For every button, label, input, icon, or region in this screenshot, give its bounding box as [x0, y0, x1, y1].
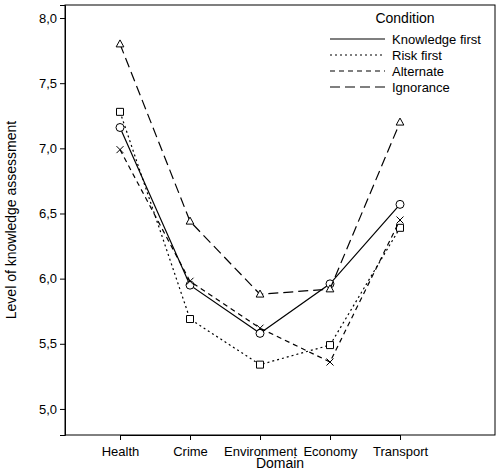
legend-label: Risk first [392, 48, 442, 63]
series-marker [396, 118, 404, 125]
x-tick: Economy [303, 435, 358, 459]
y-tick-mark [60, 344, 65, 345]
x-axis-title: Domain [256, 455, 304, 471]
series-marker [257, 325, 264, 332]
series-marker [186, 217, 194, 224]
x-tick-label: Crime [173, 444, 208, 459]
series-marker [256, 290, 264, 297]
legend-title: Condition [375, 10, 434, 26]
series-line [120, 127, 400, 333]
legend: Condition Knowledge firstRisk firstAltern… [330, 10, 481, 95]
x-tick-label: Health [102, 444, 140, 459]
x-tick: Transport [373, 435, 429, 459]
series-marker [116, 40, 124, 47]
y-tick-label: 7,0 [39, 141, 57, 156]
x-tick: Crime [173, 435, 208, 459]
series-marker [117, 108, 124, 115]
chart: 5,05,56,06,57,07,58,0HealthCrimeEnvironm… [0, 0, 500, 475]
series-marker [117, 146, 124, 153]
x-tick-label: Transport [373, 444, 429, 459]
series-marker [187, 316, 194, 323]
series-marker [327, 342, 334, 349]
y-tick-label: 6,0 [39, 271, 57, 286]
x-tick-mark [120, 435, 121, 440]
x-tick-mark [330, 435, 331, 440]
series-line [120, 150, 400, 362]
series-line [120, 44, 400, 294]
x-tick-label: Economy [303, 444, 358, 459]
y-tick: 6,0 [39, 271, 65, 286]
y-tick: 8,0 [39, 11, 65, 26]
series-marker [326, 285, 334, 292]
x-tick-mark [190, 435, 191, 440]
series-marker [186, 281, 194, 289]
legend-swatch [330, 86, 385, 87]
series-marker [396, 200, 404, 208]
y-tick-label: 6,5 [39, 206, 57, 221]
series-marker [397, 217, 404, 224]
series-marker [327, 359, 334, 366]
x-tick: Health [102, 435, 140, 459]
series-marker [257, 361, 264, 368]
y-tick-mark [60, 148, 65, 149]
legend-label: Alternate [392, 64, 444, 79]
y-axis-title: Level of knowledge assessment [3, 121, 19, 320]
y-tick-mark [60, 279, 65, 280]
y-tick: 7,0 [39, 141, 65, 156]
y-tick-mark [60, 213, 65, 214]
y-tick-mark [60, 409, 65, 410]
y-axis: 5,0 5,5 6,0 6,5 7,0 7,5 8,0 [39, 6, 66, 436]
legend-swatch [330, 54, 385, 55]
y-tick: 5,5 [39, 336, 65, 351]
plot-frame [65, 5, 495, 435]
legend-swatch [330, 38, 385, 39]
y-axis-line [60, 6, 66, 436]
legend-label: Knowledge first [392, 32, 481, 47]
plot-area [116, 40, 404, 368]
y-tick-label: 7,5 [39, 76, 57, 91]
x-tick-mark [400, 435, 401, 440]
y-tick: 7,5 [39, 76, 65, 91]
legend-label: Ignorance [392, 80, 450, 95]
y-tick-label: 5,5 [39, 336, 57, 351]
series-marker [116, 123, 124, 131]
legend-swatch [330, 70, 385, 71]
x-tick-mark [260, 435, 261, 440]
y-tick: 6,5 [39, 206, 65, 221]
y-tick: 5,0 [39, 402, 65, 417]
y-tick-label: 8,0 [39, 11, 57, 26]
x-axis-line [121, 436, 401, 441]
series-marker [187, 278, 194, 285]
y-tick-label: 5,0 [39, 402, 57, 417]
y-tick-mark [60, 18, 65, 19]
y-tick-mark [60, 83, 65, 84]
